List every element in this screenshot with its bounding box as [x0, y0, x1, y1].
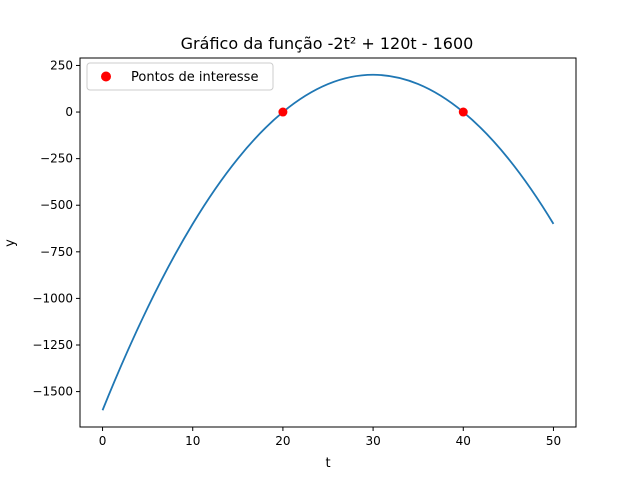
x-tick-label: 40 — [456, 434, 471, 448]
x-tick-label: 0 — [99, 434, 107, 448]
legend-frame — [86, 62, 274, 91]
x-tick-label: 50 — [546, 434, 561, 448]
chart-title: Gráfico da função -2t² + 120t - 1600 — [181, 34, 474, 53]
y-tick-label: −1250 — [32, 338, 73, 352]
legend: Pontos de interesse — [86, 62, 274, 91]
x-tick-label: 10 — [185, 434, 200, 448]
y-tick-label: −1000 — [32, 291, 73, 305]
point-of-interest — [278, 107, 288, 117]
y-tick-label: 0 — [65, 105, 73, 119]
legend-label: Pontos de interesse — [131, 70, 258, 85]
y-tick-label: −500 — [40, 198, 73, 212]
plot-area — [101, 73, 555, 411]
legend-marker — [101, 71, 111, 82]
function-curve — [101, 73, 555, 411]
x-tick-label: 30 — [365, 434, 380, 448]
plot-frame — [79, 57, 577, 428]
y-tick-label: −1500 — [32, 385, 73, 399]
x-axis-label: t — [325, 456, 330, 471]
y-tick-label: −750 — [40, 245, 73, 259]
y-axis-label: y — [3, 239, 18, 247]
point-of-interest — [458, 107, 468, 117]
y-tick-label: −250 — [40, 152, 73, 166]
x-tick-label: 20 — [275, 434, 290, 448]
axes: 0 10 20 30 40 50 250 0 −250 −500 −750 −1000 −1250 −15… — [32, 57, 577, 448]
y-tick-label: 250 — [50, 58, 73, 72]
